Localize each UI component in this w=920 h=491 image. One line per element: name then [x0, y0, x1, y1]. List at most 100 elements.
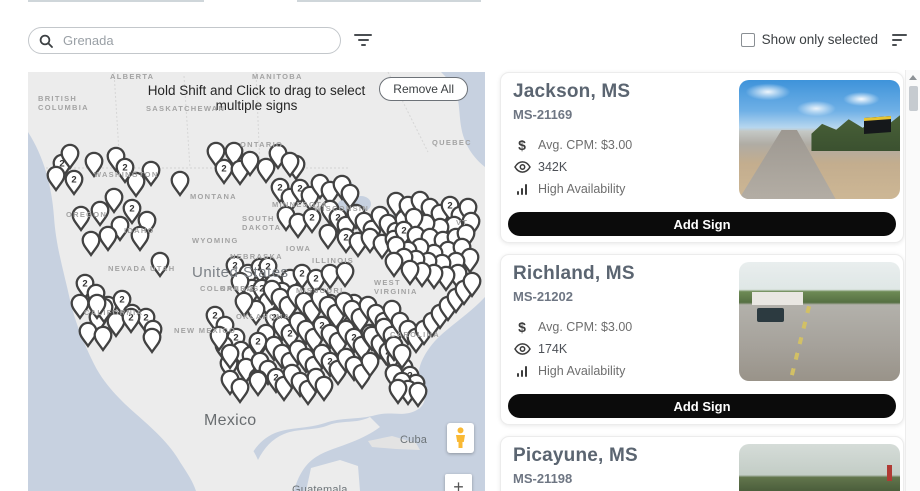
- map-pin[interactable]: [335, 261, 355, 289]
- chart-icon-wrap: [513, 365, 531, 377]
- sign-card-title: Jackson, MS: [513, 81, 631, 102]
- search-icon: [39, 34, 53, 48]
- sign-photo: [739, 262, 900, 381]
- sign-card[interactable]: Richland, MS MS-21202 $ Avg. CPM: $3.00 17…: [500, 254, 904, 425]
- map-pin[interactable]: [230, 377, 250, 405]
- svg-text:2: 2: [129, 204, 134, 215]
- map-pin[interactable]: [314, 375, 334, 403]
- dollar-icon-wrap: $: [513, 138, 531, 152]
- map-pin[interactable]: [150, 251, 170, 279]
- svg-text:2: 2: [233, 333, 238, 344]
- sort-icon[interactable]: [892, 33, 907, 46]
- map-pin[interactable]: [142, 327, 162, 355]
- map-pin[interactable]: [209, 325, 229, 353]
- map-pin[interactable]: [462, 271, 482, 299]
- map-pin[interactable]: [408, 381, 428, 409]
- remove-all-button[interactable]: Remove All: [379, 77, 468, 101]
- map-pin[interactable]: [84, 151, 104, 179]
- availability-chart-icon: [516, 183, 528, 195]
- svg-text:2: 2: [122, 163, 127, 174]
- sign-detail-text: High Availability: [538, 182, 626, 196]
- map-pin[interactable]: 2: [302, 207, 322, 235]
- map-pin[interactable]: [256, 157, 276, 185]
- map-pin[interactable]: [288, 212, 308, 240]
- svg-text:2: 2: [319, 321, 324, 332]
- sign-card-details: $ Avg. CPM: $3.00 342K High Availability: [513, 134, 891, 200]
- svg-text:2: 2: [327, 357, 332, 368]
- map-pin[interactable]: [71, 205, 91, 233]
- add-sign-button[interactable]: Add Sign: [508, 394, 896, 418]
- search-input[interactable]: [61, 32, 330, 49]
- map-pin[interactable]: 2: [121, 307, 141, 335]
- pegman-control[interactable]: [447, 423, 474, 453]
- map-pin[interactable]: [87, 293, 107, 321]
- map-pin[interactable]: 2: [122, 198, 142, 226]
- sign-card[interactable]: Picayune, MS MS-21198: [500, 436, 904, 491]
- svg-text:2: 2: [82, 279, 87, 290]
- svg-text:2: 2: [221, 164, 226, 175]
- svg-text:2: 2: [313, 274, 318, 285]
- map-pin[interactable]: [93, 325, 113, 353]
- map-pin[interactable]: 2: [214, 158, 234, 186]
- map-pin[interactable]: [70, 293, 90, 321]
- scroll-up-arrow-icon[interactable]: [909, 75, 917, 80]
- svg-text:2: 2: [128, 313, 133, 324]
- show-only-selected-label: Show only selected: [761, 32, 878, 47]
- map-pin[interactable]: [300, 185, 320, 213]
- map-pin[interactable]: 2: [248, 331, 268, 359]
- map-pin[interactable]: [170, 170, 190, 198]
- map-pin[interactable]: [81, 230, 101, 258]
- add-sign-button[interactable]: Add Sign: [508, 212, 896, 236]
- zoom-in-button[interactable]: +: [445, 474, 472, 491]
- list-scrollbar[interactable]: [905, 70, 920, 491]
- sign-card[interactable]: Jackson, MS MS-21169 $ Avg. CPM: $3.00 342…: [500, 72, 904, 243]
- sign-detail-text: Avg. CPM: $3.00: [538, 138, 633, 152]
- pegman-icon: [456, 427, 465, 448]
- map-pin[interactable]: [392, 343, 412, 371]
- map-pin[interactable]: [230, 271, 250, 299]
- map-pin[interactable]: [104, 187, 124, 215]
- map-pin[interactable]: [220, 343, 240, 371]
- svg-text:2: 2: [273, 373, 278, 384]
- map-pin[interactable]: [340, 183, 360, 211]
- map-pin[interactable]: [90, 200, 110, 228]
- map-pin[interactable]: [126, 171, 146, 199]
- sign-detail-row: 174K: [513, 338, 891, 360]
- map-pin[interactable]: 2: [306, 268, 326, 296]
- scrollbar-thumb[interactable]: [908, 86, 918, 111]
- show-only-selected-checkbox[interactable]: [740, 32, 755, 47]
- sign-detail-text: High Availability: [538, 364, 626, 378]
- map-pin[interactable]: [246, 299, 266, 327]
- svg-text:2: 2: [343, 233, 348, 244]
- map-pin[interactable]: 2: [64, 169, 84, 197]
- map-pin[interactable]: [384, 251, 404, 279]
- map-pin[interactable]: [141, 160, 161, 188]
- map-pin[interactable]: [60, 143, 80, 171]
- dollar-icon: $: [518, 137, 526, 153]
- map-pin[interactable]: [320, 263, 340, 291]
- map-pin[interactable]: [234, 291, 254, 319]
- map-pin[interactable]: [106, 311, 126, 339]
- svg-text:2: 2: [71, 175, 76, 186]
- map-pin[interactable]: [240, 150, 260, 178]
- filter-icon[interactable]: [354, 34, 372, 47]
- map-pin[interactable]: [130, 225, 150, 253]
- map-pin[interactable]: [248, 370, 268, 398]
- map-pin[interactable]: [318, 223, 338, 251]
- svg-text:2: 2: [265, 262, 270, 273]
- chart-icon-wrap: [513, 183, 531, 195]
- svg-text:2: 2: [287, 329, 292, 340]
- svg-text:2: 2: [212, 311, 217, 322]
- map-canvas[interactable]: 2222222222222222222222222222222222222 Ho…: [28, 72, 485, 491]
- map-pin[interactable]: [400, 259, 420, 287]
- map-pin[interactable]: [388, 378, 408, 406]
- list-controls: Show only selected: [740, 32, 907, 47]
- svg-text:2: 2: [297, 184, 302, 195]
- sign-card-list: Jackson, MS MS-21169 $ Avg. CPM: $3.00 342…: [500, 72, 904, 491]
- map-pin[interactable]: [98, 225, 118, 253]
- map-pin[interactable]: [46, 165, 66, 193]
- map-pin[interactable]: [360, 351, 380, 379]
- map-pin[interactable]: [280, 151, 300, 179]
- search-field[interactable]: [28, 27, 341, 54]
- sign-detail-row: $ Avg. CPM: $3.00: [513, 134, 891, 156]
